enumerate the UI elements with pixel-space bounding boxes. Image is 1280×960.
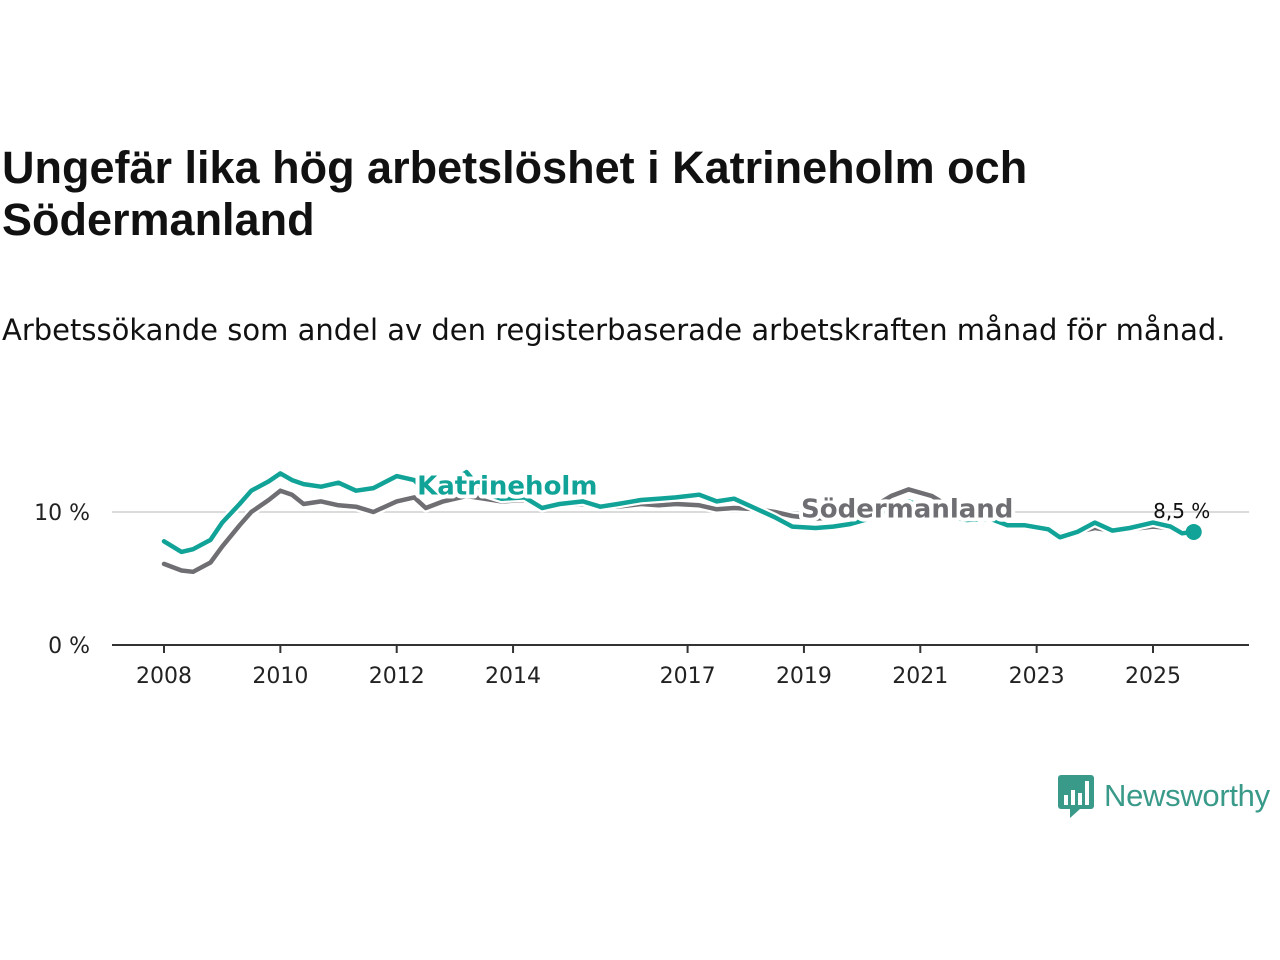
x-tick-label: 2023 xyxy=(1009,664,1065,689)
x-tick-label: 2017 xyxy=(660,664,716,689)
x-tick-label: 2021 xyxy=(892,664,948,689)
series-label-s-dermanland: Södermanland xyxy=(801,494,1013,524)
chart-title: Ungefär lika hög arbetslöshet i Katrineh… xyxy=(2,142,1028,245)
x-tick-label: 2012 xyxy=(369,664,425,689)
x-tick-label: 2025 xyxy=(1125,664,1181,689)
x-tick-label: 2010 xyxy=(252,664,308,689)
chart-subtitle: Arbetssökande som andel av den registerb… xyxy=(2,313,1226,347)
series-line-katrineholm xyxy=(161,469,1196,555)
y-tick-label: 0 % xyxy=(48,634,90,659)
x-tick-label: 2008 xyxy=(136,664,192,689)
end-marker xyxy=(1185,523,1202,540)
y-axis-labels: 0 % 10 % xyxy=(34,501,90,659)
x-tick-label: 2014 xyxy=(485,664,541,689)
series-labels: Södermanland Katrineholm xyxy=(413,468,1017,529)
end-value-label: 8,5 % xyxy=(1153,499,1210,523)
newsworthy-logo-icon xyxy=(1058,775,1094,818)
series-lines xyxy=(159,467,1199,577)
line-chart: 0 % 10 % 2008 2010 2012 2014 2017 2019 2021 2023… xyxy=(34,467,1249,689)
newsworthy-logo: Newsworthy xyxy=(1058,772,1270,820)
series-label-katrineholm: Katrineholm xyxy=(417,472,597,502)
y-tick-label: 10 % xyxy=(34,501,90,526)
x-axis-ticks: 2008 2010 2012 2014 2017 2019 2021 2023 2025 xyxy=(136,645,1181,689)
newsworthy-logo-text: Newsworthy xyxy=(1104,778,1270,813)
end-marker-group: 8,5 % xyxy=(1153,499,1210,540)
x-tick-label: 2019 xyxy=(776,664,832,689)
